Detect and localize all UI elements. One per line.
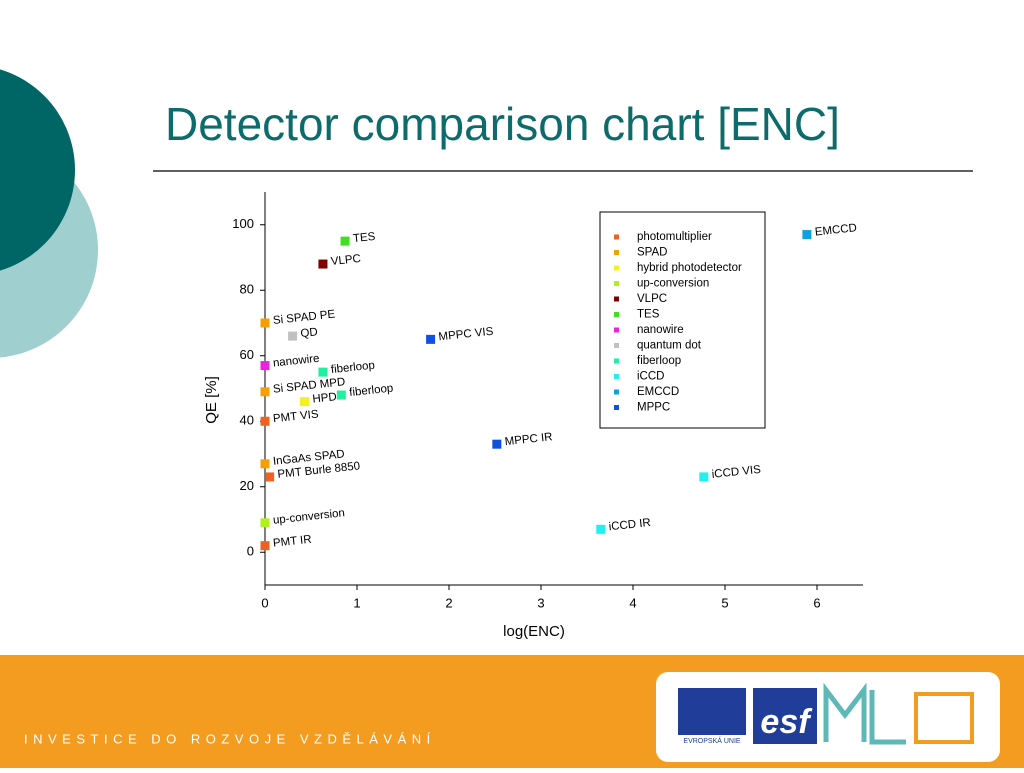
deco-circle (0, 69, 75, 271)
legend-label: hybrid photodetector (637, 262, 742, 274)
x-axis-label: log(ENC) (503, 623, 565, 640)
point-label: EMCCD (814, 222, 857, 238)
point-label: up-conversion (272, 507, 345, 526)
legend-label: up-conversion (637, 278, 709, 290)
point (300, 397, 310, 407)
point (265, 472, 275, 482)
point (260, 459, 270, 469)
legend-swatch (614, 250, 619, 255)
point (288, 331, 298, 341)
point-label: PMT VIS (272, 408, 319, 425)
point (802, 230, 812, 240)
point-label: fiberloop (349, 383, 394, 400)
x-tick-label: 1 (353, 595, 360, 610)
footer-text: INVESTICE DO ROZVOJE VZDĚLÁVÁNÍ (24, 731, 436, 746)
legend-swatch (614, 265, 619, 271)
x-tick-label: 4 (629, 595, 636, 610)
point (260, 416, 270, 426)
y-tick-label: 60 (240, 347, 254, 362)
x-tick-label: 3 (537, 595, 544, 610)
legend-swatch (614, 312, 619, 317)
point-label: Si SPAD PE (272, 309, 336, 327)
legend-swatch (614, 234, 619, 240)
point-label: iCCD IR (608, 517, 651, 533)
legend-swatch (614, 374, 619, 379)
point (340, 236, 350, 246)
legend-label: SPAD (637, 247, 667, 259)
legend-label: quantum dot (637, 340, 702, 352)
legend-label: TES (637, 309, 660, 321)
y-tick-label: 20 (240, 478, 254, 493)
x-tick-label: 2 (445, 595, 452, 610)
legend-swatch (614, 327, 619, 333)
point-label: QD (300, 326, 318, 340)
y-tick-label: 40 (240, 413, 254, 428)
x-tick-label: 0 (261, 595, 268, 610)
point (336, 390, 346, 400)
x-tick-label: 5 (721, 595, 728, 610)
slide-title: Detector comparison chart [ENC] (165, 98, 840, 150)
plot: 0 20 40 60 80 100 0 1 2 3 4 5 6 log(ENC) QE [%] PMT VIS… (203, 192, 863, 640)
point-label: PMT IR (272, 534, 312, 550)
x-tick-label: 6 (813, 595, 820, 610)
legend-label: fiberloop (637, 355, 681, 367)
legend-box (599, 211, 766, 429)
point-label: VLPC (330, 253, 361, 268)
point (318, 259, 328, 269)
legend-swatch (614, 343, 619, 348)
point (596, 524, 606, 534)
point (426, 334, 436, 344)
point-label: MPPC IR (504, 431, 553, 448)
eu-flag (678, 688, 746, 735)
legend-label: MPPC (637, 402, 670, 414)
point-label: nanowire (272, 353, 320, 370)
point (260, 387, 270, 397)
point-label: fiberloop (330, 360, 375, 377)
point (318, 367, 328, 377)
esf-logo-bg (753, 688, 817, 744)
point-label: MPPC VIS (438, 326, 494, 344)
esf-logo: esf (760, 703, 813, 741)
point-label: HPD (312, 391, 337, 405)
point-label: TES (352, 231, 376, 245)
y-tick-label: 80 (240, 282, 254, 297)
legend-label: VLPC (637, 293, 667, 305)
msmt-logo (823, 682, 906, 745)
y-tick-label: 0 (247, 544, 254, 559)
point (260, 541, 270, 551)
legend-label: nanowire (637, 324, 684, 336)
op-logo (914, 692, 974, 744)
legend-swatch (614, 405, 619, 410)
legend-label: photomultiplier (637, 231, 712, 243)
point (492, 439, 502, 449)
point (260, 361, 270, 371)
y-tick-label: 100 (232, 216, 254, 231)
legend-label: iCCD (637, 371, 664, 383)
legend-swatch (614, 358, 619, 364)
point (260, 518, 270, 528)
point (699, 472, 709, 482)
point (260, 318, 270, 328)
legend-label: EMCCD (637, 386, 679, 398)
legend-swatch (614, 281, 619, 286)
legend-swatch (614, 296, 619, 302)
legend-swatch (614, 389, 619, 395)
point-label: iCCD VIS (711, 464, 762, 481)
y-axis-label: QE [%] (203, 376, 220, 424)
eu-label: EVROPSKÁ UNIE (683, 736, 741, 745)
